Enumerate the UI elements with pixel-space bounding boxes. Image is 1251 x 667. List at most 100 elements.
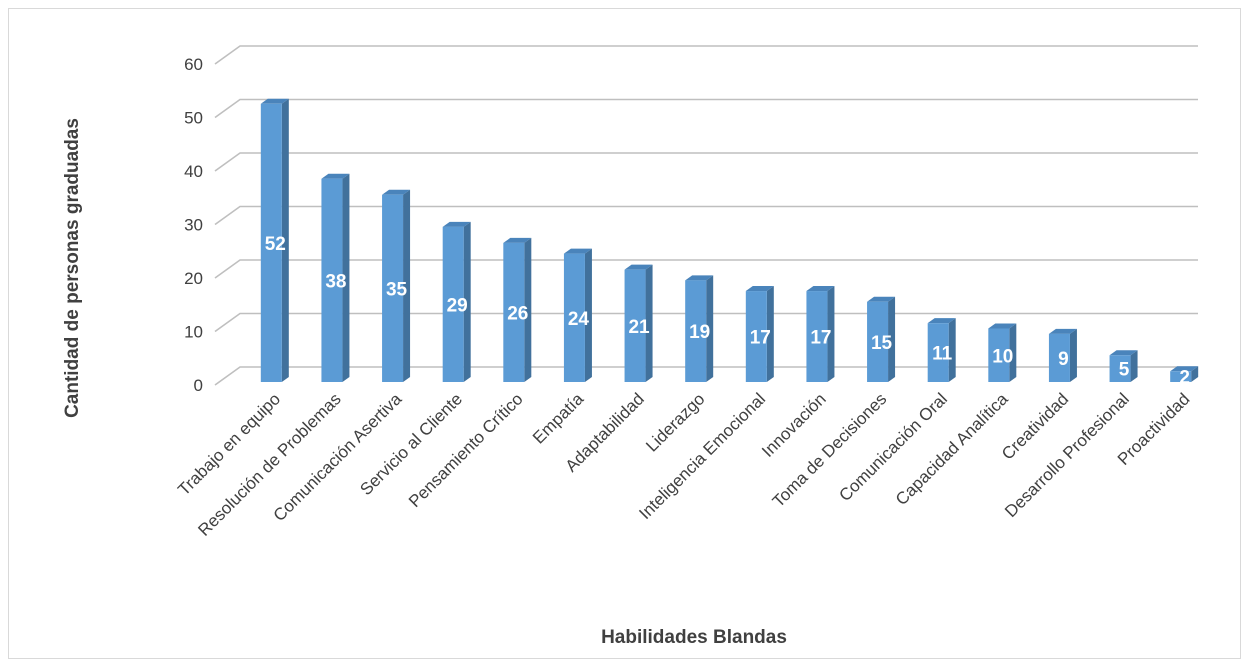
bar-top	[685, 275, 714, 281]
bar-side	[1069, 328, 1077, 382]
bar	[503, 237, 532, 382]
bar-side	[403, 189, 411, 382]
data-label: 35	[386, 279, 408, 300]
bar-side	[463, 221, 471, 382]
bar-side	[766, 286, 774, 382]
bar-side	[281, 98, 289, 383]
chart-frame	[8, 8, 1241, 659]
bar-side	[948, 318, 956, 382]
bar-top	[988, 323, 1017, 329]
bar-front	[988, 328, 1010, 382]
bar-top	[442, 221, 471, 227]
x-category-label: Toma de Decisiones	[769, 389, 891, 511]
bar-side	[1130, 350, 1138, 382]
bar-front	[806, 291, 828, 382]
bars	[260, 98, 1199, 383]
data-label: 24	[568, 309, 590, 330]
y-tick-label: 20	[184, 269, 203, 288]
bar-front	[1109, 355, 1131, 382]
bar-front	[563, 253, 585, 382]
bar-front	[867, 301, 889, 382]
gridline	[214, 152, 1198, 172]
bar	[867, 296, 896, 382]
y-axis-ticks: 0 10 20 30 40 50 60	[184, 55, 203, 395]
data-label: 10	[992, 346, 1013, 367]
data-label: 17	[810, 328, 831, 349]
bar-top	[260, 98, 289, 104]
y-axis-title: Cantidad de personas graduadas	[62, 118, 83, 418]
bar-top	[806, 286, 835, 292]
bar-side	[645, 264, 653, 382]
bar-front	[745, 291, 767, 382]
bar-side	[827, 286, 835, 382]
bar-front	[685, 280, 707, 382]
bar-side	[342, 173, 350, 382]
bar-front	[624, 269, 646, 382]
data-label: 9	[1058, 349, 1069, 370]
bar	[927, 318, 956, 382]
bar-front	[1170, 371, 1192, 382]
x-axis-title: Habilidades Blandas	[601, 627, 787, 648]
bar-top	[382, 189, 411, 195]
bar-front	[260, 103, 282, 383]
bar	[382, 189, 411, 382]
gridline	[214, 205, 1198, 226]
gridline	[214, 45, 1198, 65]
data-label: 17	[750, 328, 771, 349]
y-tick-label: 10	[184, 323, 203, 342]
gridline	[214, 98, 1198, 119]
data-label: 15	[871, 333, 893, 354]
x-category-label: Servicio al Cliente	[356, 389, 466, 499]
bar-side	[1191, 366, 1199, 382]
bar	[1048, 328, 1077, 382]
bar-top	[321, 173, 350, 179]
bar-top	[563, 248, 592, 254]
data-label: 19	[689, 322, 710, 343]
bar	[1170, 366, 1199, 382]
bar-front	[442, 226, 464, 382]
bar	[806, 286, 835, 382]
gridline	[214, 259, 1198, 279]
data-label: 2	[1179, 368, 1190, 389]
bar	[1109, 350, 1138, 382]
bar-side	[706, 275, 714, 382]
bar-side	[1009, 323, 1017, 382]
bar	[563, 248, 592, 382]
y-tick-label: 40	[184, 162, 203, 181]
bar-top	[745, 286, 774, 292]
data-label: 52	[265, 234, 286, 255]
bar	[442, 221, 471, 382]
bar-top	[927, 318, 956, 324]
bar-front	[1048, 333, 1070, 382]
bar	[624, 264, 653, 382]
x-category-label: Empatía	[529, 389, 588, 448]
x-category-label: Capacidad Analítica	[892, 389, 1012, 509]
bar-front	[321, 178, 343, 382]
bar	[260, 98, 289, 383]
data-label: 26	[507, 303, 528, 324]
bar-top	[1170, 366, 1199, 372]
bar	[745, 286, 774, 382]
bar-front	[503, 242, 525, 382]
bar	[685, 275, 714, 382]
y-tick-label: 50	[184, 109, 203, 128]
bar-top	[867, 296, 896, 302]
bar-front	[382, 194, 404, 382]
data-label: 29	[447, 295, 468, 316]
bar-top	[1109, 350, 1138, 356]
y-tick-label: 0	[194, 376, 203, 395]
data-label: 5	[1119, 360, 1130, 381]
bar	[321, 173, 350, 382]
x-category-label: Comunicación Oral	[835, 389, 951, 505]
x-category-label: Trabajo en equipo	[174, 389, 284, 499]
bar	[988, 323, 1017, 382]
bar-front	[927, 323, 949, 382]
y-tick-label: 60	[184, 55, 203, 74]
data-label: 38	[325, 271, 346, 292]
bar-top	[624, 264, 653, 270]
data-label: 11	[932, 344, 953, 365]
x-category-label: Inteligencia Emocional	[635, 389, 769, 523]
